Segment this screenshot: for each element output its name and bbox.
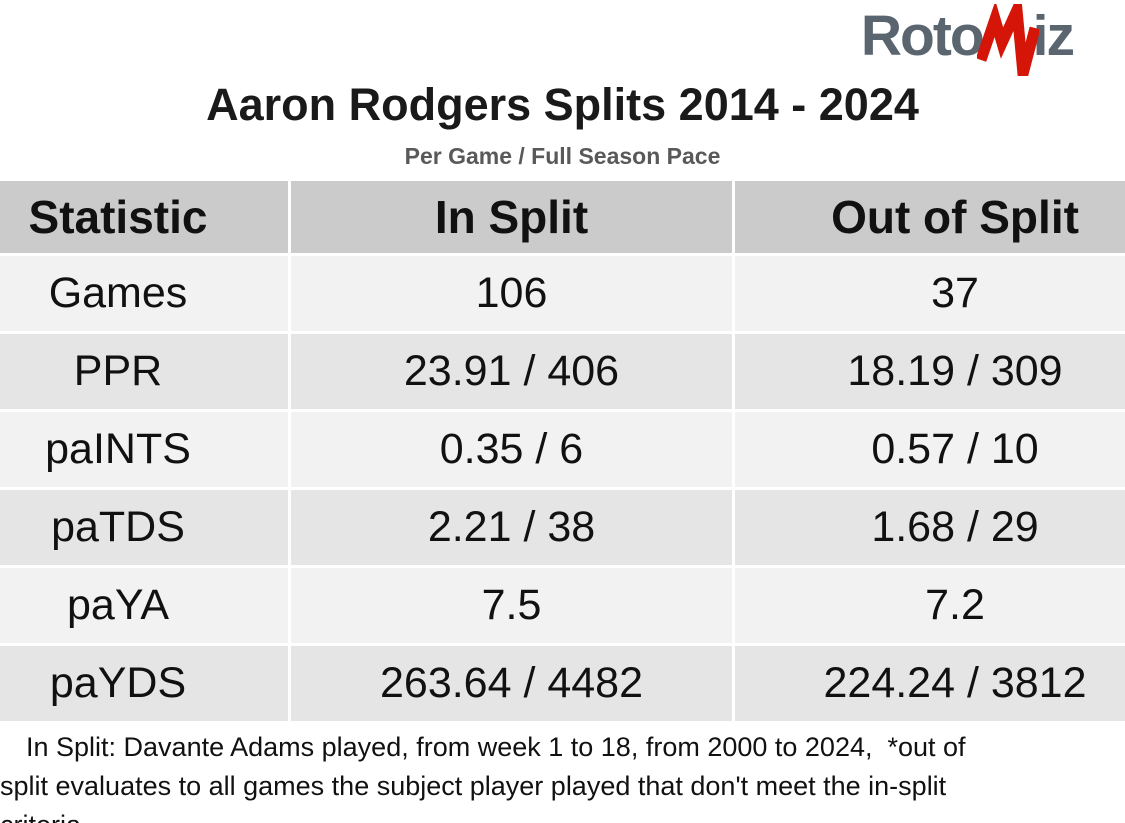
- footnote: In Split: Davante Adams played, from wee…: [0, 728, 1125, 823]
- stat-name-cell: paTDS: [0, 490, 288, 565]
- out-of-split-value-cell: 1.68 / 29: [735, 490, 1125, 565]
- in-split-value-cell: 7.5: [291, 568, 732, 643]
- pulse-v-icon: [976, 4, 1039, 76]
- logo-text-iz: iz: [1032, 4, 1075, 68]
- column-header-out-of-split: Out of Split: [735, 181, 1125, 253]
- column-header-statistic: Statistic: [0, 181, 288, 253]
- page-title: Aaron Rodgers Splits 2014 - 2024: [206, 79, 919, 130]
- logo-text-roto: Roto: [860, 4, 985, 68]
- footnote-line: In Split: Davante Adams played, from wee…: [26, 732, 966, 762]
- stat-name-cell: PPR: [0, 334, 288, 409]
- in-split-value-cell: 2.21 / 38: [291, 490, 732, 565]
- out-of-split-value-cell: 37: [735, 256, 1125, 331]
- out-of-split-value-cell: 18.19 / 309: [735, 334, 1125, 409]
- in-split-value-cell: 106: [291, 256, 732, 331]
- column-header-in-split: In Split: [291, 181, 732, 253]
- in-split-value-cell: 263.64 / 4482: [291, 646, 732, 721]
- stats-table: Statistic In Split Out of Split Games 10…: [0, 181, 1125, 721]
- rotoviz-logo: Roto iz: [860, 4, 1075, 76]
- in-split-value-cell: 23.91 / 406: [291, 334, 732, 409]
- out-of-split-value-cell: 0.57 / 10: [735, 412, 1125, 487]
- in-split-value-cell: 0.35 / 6: [291, 412, 732, 487]
- out-of-split-value-cell: 224.24 / 3812: [735, 646, 1125, 721]
- page-subtitle: Per Game / Full Season Pace: [404, 143, 721, 169]
- footnote-line: split evaluates to all games the subject…: [0, 771, 947, 801]
- stat-name-cell: paINTS: [0, 412, 288, 487]
- stat-name-cell: paYDS: [0, 646, 288, 721]
- stat-name-cell: paYA: [0, 568, 288, 643]
- footnote-line: criteria.: [0, 806, 1125, 823]
- stat-name-cell: Games: [0, 256, 288, 331]
- out-of-split-value-cell: 7.2: [735, 568, 1125, 643]
